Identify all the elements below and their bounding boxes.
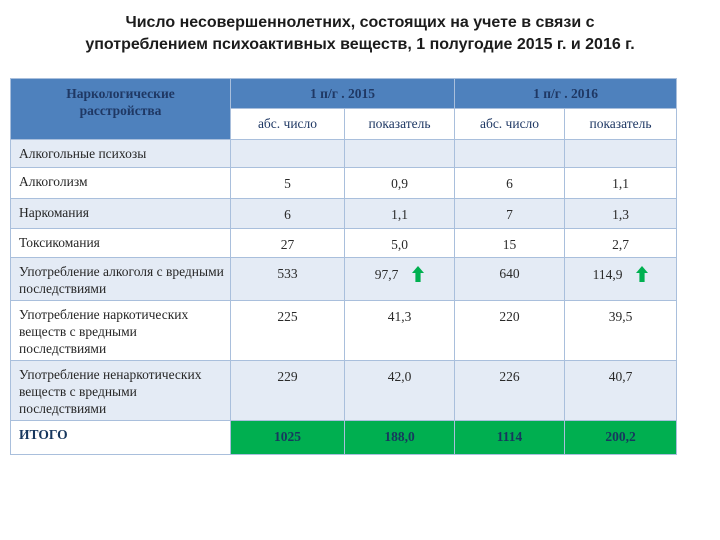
table-row: Наркомания 6 1,1 7 1,3	[10, 198, 678, 229]
row-header-title: Наркологические расстройства	[10, 78, 231, 140]
value-cell: 42,0	[343, 360, 456, 421]
value-cell: 39,5	[564, 300, 678, 361]
value-cell: 114,9	[564, 257, 678, 301]
value-cell: 27	[230, 228, 345, 258]
row-label-cell: ИТОГО	[10, 420, 231, 455]
value-cell	[343, 139, 456, 168]
total-value-cell: 1025	[230, 420, 345, 455]
row-label-cell: Употребление ненаркотических веществ с в…	[10, 360, 231, 421]
column-group-2015: 1 п/г . 2015	[229, 78, 456, 109]
subcol-rate-2016: показатель	[564, 108, 678, 140]
header-group-row: Наркологические расстройства 1 п/г . 201…	[10, 78, 678, 140]
subcol-abs-2016: абс. число	[454, 108, 566, 140]
value-cell	[454, 139, 566, 168]
value-cell: 41,3	[343, 300, 456, 361]
row-label-cell: Употребление алкоголя с вредными последс…	[10, 257, 231, 301]
header-subcolumn-row: абс. число показатель абс. число показат…	[11, 108, 678, 140]
value-cell	[564, 139, 678, 168]
row-label-cell: Употребление наркотических веществ с вре…	[10, 300, 231, 361]
column-group-2016: 1 п/г . 2016	[454, 78, 678, 109]
total-value-cell: 1114	[454, 420, 566, 455]
subcol-abs-2015: абс. число	[230, 108, 345, 140]
table-row: Употребление ненаркотических веществ с в…	[10, 360, 678, 421]
total-value-cell: 188,0	[343, 420, 456, 455]
value-text: 97,7	[374, 267, 399, 282]
value-cell: 5,0	[343, 228, 456, 258]
value-cell: 226	[454, 360, 566, 421]
value-cell: 1,1	[343, 198, 456, 229]
value-cell: 40,7	[564, 360, 678, 421]
up-arrow-icon	[412, 266, 425, 282]
row-label-cell: Токсикомания	[10, 228, 231, 258]
value-cell: 5	[230, 167, 345, 199]
value-cell: 6	[454, 167, 566, 199]
table-row: Токсикомания 27 5,0 15 2,7	[10, 228, 678, 258]
total-row: ИТОГО 1025 188,0 1114 200,2	[10, 420, 678, 455]
value-cell: 533	[230, 257, 345, 301]
slide-title: Число несовершеннолетних, состоящих на у…	[25, 12, 695, 56]
row-label-cell: Алкогольные психозы	[10, 139, 231, 168]
slide-title-line2: употреблением психоактивных веществ, 1 п…	[85, 36, 635, 53]
row-label-cell: Алкоголизм	[10, 167, 231, 199]
value-cell: 229	[230, 360, 345, 421]
table-row: Употребление алкоголя с вредными последс…	[10, 257, 678, 301]
table-row: Употребление наркотических веществ с вре…	[10, 300, 678, 361]
table-row: Алкогольные психозы	[10, 139, 678, 168]
value-cell	[230, 139, 345, 168]
value-cell: 640	[454, 257, 566, 301]
value-cell: 97,7	[343, 257, 456, 301]
slide-title-line1: Число несовершеннолетних, состоящих на у…	[125, 14, 595, 31]
subcol-rate-2015: показатель	[343, 108, 456, 140]
value-cell: 7	[454, 198, 566, 229]
value-cell: 6	[230, 198, 345, 229]
total-value-cell: 200,2	[564, 420, 678, 455]
value-cell: 220	[454, 300, 566, 361]
value-cell: 1,3	[564, 198, 678, 229]
up-arrow-icon	[636, 266, 649, 282]
value-cell: 225	[230, 300, 345, 361]
value-cell: 1,1	[564, 167, 678, 199]
table-row: Алкоголизм 5 0,9 6 1,1	[10, 167, 678, 199]
row-label-cell: Наркомания	[10, 198, 231, 229]
value-cell: 0,9	[343, 167, 456, 199]
value-text: 114,9	[592, 267, 623, 282]
value-cell: 2,7	[564, 228, 678, 258]
statistics-table: Наркологические расстройства 1 п/г . 201…	[10, 78, 678, 455]
value-cell: 15	[454, 228, 566, 258]
